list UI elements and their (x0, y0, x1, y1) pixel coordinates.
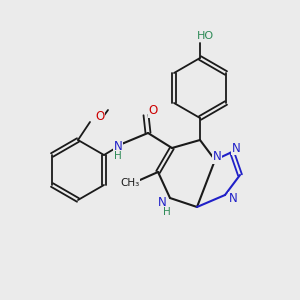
Text: H: H (114, 151, 122, 161)
Text: N: N (114, 140, 122, 154)
Text: O: O (95, 110, 105, 122)
Text: N: N (158, 196, 166, 209)
Text: H: H (163, 207, 171, 217)
Text: N: N (213, 151, 221, 164)
Text: CH₃: CH₃ (120, 178, 140, 188)
Text: O: O (148, 104, 158, 118)
Text: N: N (232, 142, 240, 154)
Text: HO: HO (196, 31, 214, 41)
Text: N: N (229, 193, 237, 206)
